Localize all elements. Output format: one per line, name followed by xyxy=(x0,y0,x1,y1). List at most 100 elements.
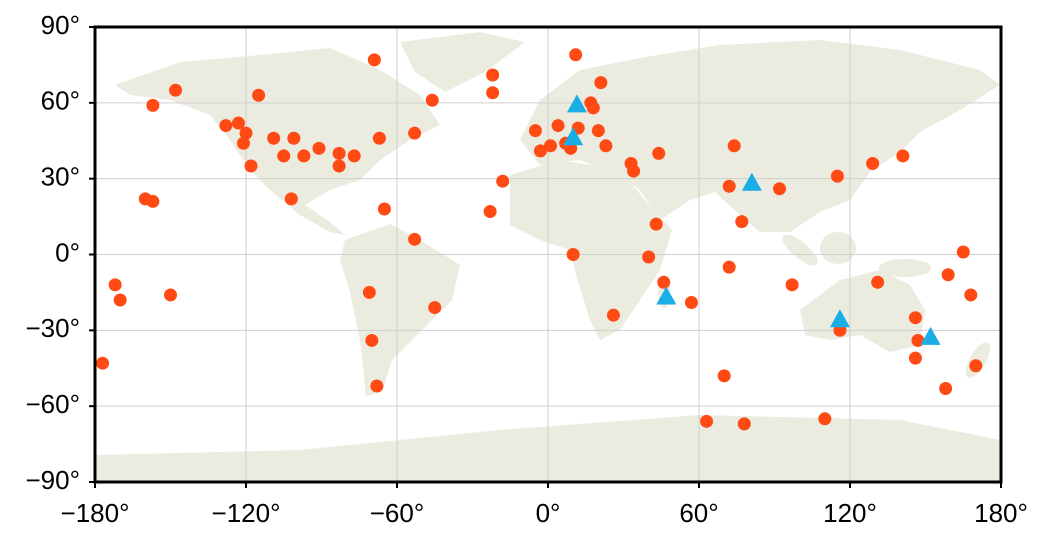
station-circle xyxy=(591,124,605,138)
station-circle xyxy=(347,149,361,163)
station-circle xyxy=(372,131,386,145)
station-circle xyxy=(244,159,258,173)
station-circle xyxy=(408,232,422,246)
station-circle xyxy=(219,119,233,133)
station-circle xyxy=(164,288,177,302)
australia xyxy=(800,270,925,352)
new-guinea xyxy=(879,259,931,277)
station-circle xyxy=(236,136,250,150)
africa xyxy=(510,160,672,340)
sumatra xyxy=(782,234,818,266)
station-circle xyxy=(594,76,608,90)
station-circle xyxy=(908,351,922,365)
station-circle xyxy=(267,131,281,145)
station-circle xyxy=(486,68,500,82)
station-circle xyxy=(377,202,391,216)
station-circle xyxy=(297,149,311,163)
x-tick-label: 60° xyxy=(679,498,718,528)
station-circle xyxy=(717,369,731,383)
station-circle xyxy=(871,275,885,289)
station-circle xyxy=(649,217,663,231)
station-circle xyxy=(722,179,736,193)
x-tick-label: −120° xyxy=(212,498,281,528)
x-tick-label: −180° xyxy=(61,498,130,528)
station-circle xyxy=(312,141,326,155)
tick-labels: −180° −120° −60° 0° 60° 120° 180° −90° −60° −30° 0… xyxy=(25,10,1027,528)
y-tick-label: 30° xyxy=(41,162,80,192)
station-triangle xyxy=(920,326,941,345)
station-circle xyxy=(287,131,301,145)
station-circle xyxy=(939,381,953,395)
borneo xyxy=(820,232,856,264)
station-circle xyxy=(727,139,741,153)
station-triangle xyxy=(741,172,762,191)
station-triangle xyxy=(563,127,584,146)
station-circle xyxy=(496,174,510,188)
station-circle xyxy=(108,278,122,292)
station-circle xyxy=(657,275,671,289)
station-triangle xyxy=(656,286,677,305)
station-circle xyxy=(599,139,613,153)
station-circle xyxy=(544,139,558,153)
station-circle xyxy=(896,149,910,163)
y-tick-label: 90° xyxy=(41,10,80,40)
station-circle xyxy=(239,126,253,140)
station-circle xyxy=(486,86,500,100)
greenland xyxy=(400,32,525,92)
station-circle xyxy=(146,194,160,208)
station-circle xyxy=(818,412,832,426)
station-circle xyxy=(367,53,381,67)
station-circle xyxy=(362,285,376,299)
station-circle xyxy=(627,164,641,178)
eurasia xyxy=(520,40,1000,232)
station-circle xyxy=(684,296,698,310)
station-circle xyxy=(642,250,656,264)
station-circle xyxy=(277,149,291,163)
station-circle xyxy=(146,98,160,112)
x-tick-label: 0° xyxy=(536,498,561,528)
station-circle xyxy=(551,119,565,133)
marks xyxy=(96,48,983,431)
x-tick-label: 180° xyxy=(974,498,1028,528)
station-circle xyxy=(332,146,346,160)
station-circle xyxy=(830,169,844,183)
station-circle xyxy=(969,359,983,373)
y-tick-label: −90° xyxy=(25,465,80,495)
station-circle xyxy=(956,245,970,259)
station-circle xyxy=(483,205,497,219)
station-circle xyxy=(231,116,245,130)
x-tick-label: 120° xyxy=(823,498,877,528)
station-circle xyxy=(425,93,439,107)
x-tick-label: −60° xyxy=(370,498,425,528)
station-triangle xyxy=(829,309,850,328)
station-circle xyxy=(866,157,880,170)
station-circle xyxy=(652,146,666,160)
station-circle xyxy=(773,182,787,196)
station-circle xyxy=(737,417,751,431)
land xyxy=(95,32,1001,482)
station-circle xyxy=(528,124,542,138)
station-circle xyxy=(785,278,799,292)
station-circle xyxy=(370,379,384,393)
station-circle xyxy=(700,414,714,428)
y-tick-label: −30° xyxy=(25,313,80,343)
station-circle xyxy=(533,144,547,158)
station-triangle xyxy=(566,94,587,113)
station-circle xyxy=(941,268,955,282)
station-circle xyxy=(113,293,127,307)
station-circle xyxy=(284,192,298,206)
station-circle xyxy=(252,88,266,102)
station-circle xyxy=(908,311,922,325)
y-tick-label: −60° xyxy=(25,389,80,419)
station-circle xyxy=(911,333,925,347)
station-circle xyxy=(365,333,379,347)
station-circle xyxy=(722,260,736,274)
station-circle xyxy=(964,288,978,302)
station-circle xyxy=(606,308,620,322)
station-circle xyxy=(566,248,580,261)
station-circle xyxy=(735,215,749,229)
station-circle xyxy=(332,159,346,173)
station-circle xyxy=(408,126,422,140)
station-circle xyxy=(428,301,442,315)
